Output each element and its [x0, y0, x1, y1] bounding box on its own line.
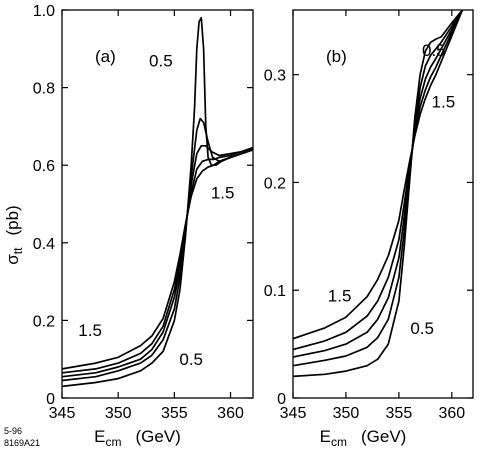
series-line: [293, 10, 464, 358]
x-tick-label: 355: [386, 405, 413, 422]
y-tick-label: 0.2: [264, 175, 286, 192]
curve-annotation: 0.5: [422, 41, 446, 60]
series-line: [62, 148, 253, 370]
x-tick-label: 355: [161, 405, 188, 422]
y-axis-label: σtt(pb): [3, 205, 25, 264]
x-axis-label: Ecm (GeV): [320, 427, 407, 449]
y-tick-label: 0: [46, 391, 55, 408]
curve-annotation: 1.5: [211, 183, 235, 202]
series-line: [293, 10, 464, 340]
y-tick-label: 0.8: [33, 81, 55, 98]
x-axis-label: Ecm (GeV): [94, 427, 181, 449]
panel-a: 345 350 355 360 0 0.2 0.4 0.6 0.8 1.0 (a) 0.5 1.5 1.5…: [3, 3, 254, 449]
plot-frame: [292, 9, 474, 399]
panel-label: (a): [95, 47, 116, 66]
series-line: [62, 16, 253, 388]
y-tick-label: 0.2: [33, 313, 55, 330]
curve-annotation: 1.5: [78, 321, 102, 340]
curve-annotation: 0.5: [410, 319, 434, 338]
curve-annotation: 1.5: [328, 287, 352, 306]
x-tick-label: 350: [333, 405, 360, 422]
y-tick-label: 0: [277, 391, 286, 408]
y-tick-label: 0.1: [264, 283, 286, 300]
y-tick-label: 1.0: [33, 3, 55, 20]
x-tick-label: 345: [49, 405, 76, 422]
x-tick-label: 360: [217, 405, 244, 422]
series-line: [293, 10, 464, 351]
panel-label: (b): [326, 47, 347, 66]
y-tick-label: 0.6: [33, 158, 55, 175]
y-tick-label: 0.4: [33, 236, 55, 253]
x-tick-label: 360: [438, 405, 465, 422]
curve-annotation: 1.5: [432, 93, 456, 112]
series-line: [62, 144, 253, 378]
x-tick-label: 345: [280, 405, 307, 422]
y-tick-label: 0.3: [264, 68, 286, 85]
curve-annotation: 0.5: [179, 350, 203, 369]
footer-date: 5-96: [4, 426, 22, 436]
footer-figure-id: 8169A21: [4, 438, 40, 448]
panel-b: 345 350 355 360 0 0.1 0.2 0.3 (b) 0.5 1.5 1.5 0.5 Ecm…: [264, 9, 474, 449]
plot-frame: [61, 9, 254, 399]
curve-annotation: 0.5: [149, 51, 173, 70]
x-tick-label: 350: [105, 405, 132, 422]
